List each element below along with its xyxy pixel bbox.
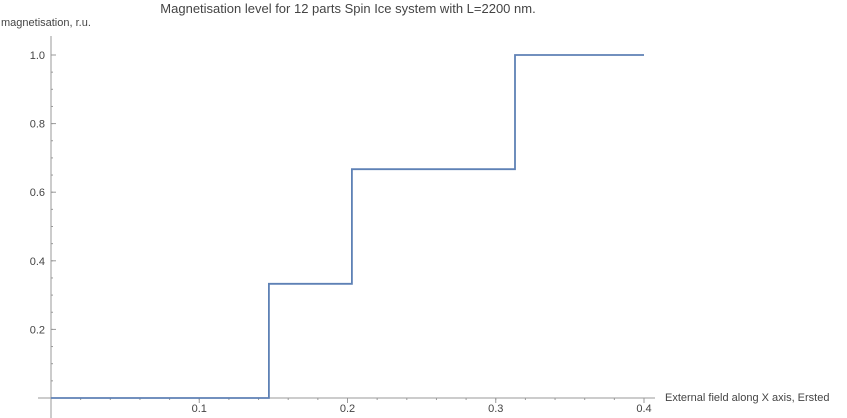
x-tick-label: 0.2 [340,403,355,415]
y-tick-label: 0.2 [30,324,45,336]
y-tick-label: 0.4 [30,256,45,268]
series-layer [51,54,644,399]
chart-title: Magnetisation level for 12 parts Spin Ic… [160,1,535,16]
y-axis-label: magnetisation, r.u. [1,17,91,29]
y-tick-label: 0.6 [30,187,45,199]
x-tick-label: 0.1 [192,403,207,415]
x-ticks: 0.1 0.2 0.3 0.4 [80,398,652,415]
x-axis-label: External field along X axis, Ersted [665,392,829,404]
y-tick-label: 1.0 [30,50,45,62]
x-tick-label: 0.4 [636,403,651,415]
y-ticks: 0.2 0.4 0.6 0.8 1.0 [30,50,56,382]
y-tick-label: 0.8 [30,119,45,131]
series-line [51,54,644,399]
x-tick-label: 0.3 [488,403,503,415]
